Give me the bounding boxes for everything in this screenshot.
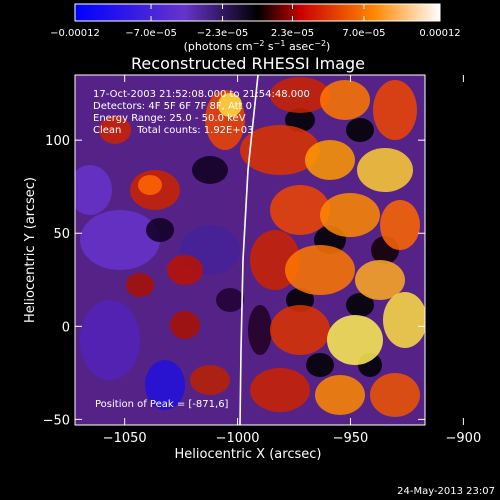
- annotation-time-range: 17-Oct-2003 21:52:08.000 to 21:54:48.000: [93, 89, 310, 100]
- footer-date: 24-May-2013 23:07: [397, 486, 495, 497]
- solar-limb-line: [239, 75, 259, 425]
- colorbar-ticks: −0.00012 −7.0e−05 −2.3e−05 2.3e−05 7.0e−05 0.…: [50, 4, 461, 39]
- x-tick-label: −950: [333, 431, 369, 446]
- heatmap-image: [75, 75, 425, 425]
- y-tick-label: 0: [62, 320, 70, 335]
- colorbar-tick-label: 0.00012: [419, 28, 460, 39]
- x-axis-label: Heliocentric X (arcsec): [175, 447, 322, 462]
- colorbar-tick-label: 2.3e−05: [271, 28, 314, 39]
- annotation-detectors: Detectors: 4F 5F 6F 7F 8F, Att 0: [93, 101, 252, 112]
- y-tick-label: 100: [45, 134, 70, 149]
- x-tick-label: −1000: [216, 431, 260, 446]
- colorbar-unit-label: (photons cm−2 s−1 asec−2): [184, 39, 331, 53]
- x-tick-label: −1050: [103, 431, 147, 446]
- y-axis-ticks: −50 0 50 100: [43, 134, 425, 428]
- colorbar-tick-label: −7.0e−05: [125, 28, 177, 39]
- colorbar-tick-label: 7.0e−05: [342, 28, 385, 39]
- x-tick-label: −900: [446, 431, 482, 446]
- x-axis-ticks: −1050 −1000 −950 −900: [103, 75, 482, 446]
- colorbar: [74, 3, 441, 22]
- peak-position-label: Position of Peak = [-871,6]: [95, 399, 229, 410]
- colorbar-tick-label: −0.00012: [50, 28, 100, 39]
- colorbar-tick-label: −2.3e−05: [197, 28, 249, 39]
- chart-title: Reconstructed RHESSI Image: [131, 54, 365, 73]
- y-axis-label: Heliocentric Y (arcsec): [23, 177, 38, 323]
- y-tick-label: −50: [43, 413, 70, 428]
- annotation-clean-counts: Clean Total counts: 1.92E+03: [93, 125, 253, 136]
- y-tick-label: 50: [53, 227, 70, 242]
- annotation-energy-range: Energy Range: 25.0 - 50.0 keV: [93, 113, 246, 124]
- plot-frame: [74, 74, 426, 426]
